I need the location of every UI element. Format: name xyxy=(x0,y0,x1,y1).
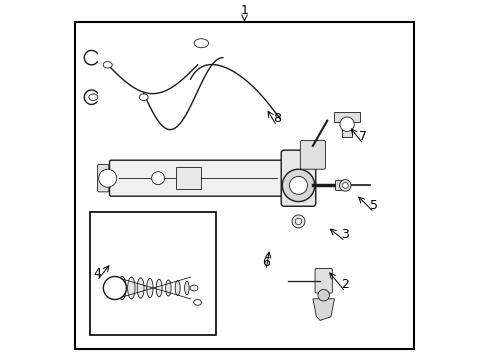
Ellipse shape xyxy=(103,62,112,68)
Ellipse shape xyxy=(190,285,198,291)
Circle shape xyxy=(289,176,307,194)
Ellipse shape xyxy=(165,280,171,296)
Text: 4: 4 xyxy=(93,267,101,280)
Ellipse shape xyxy=(156,279,162,297)
Ellipse shape xyxy=(127,277,135,299)
Ellipse shape xyxy=(146,279,153,297)
Text: 3: 3 xyxy=(341,228,348,240)
FancyBboxPatch shape xyxy=(300,140,325,169)
FancyBboxPatch shape xyxy=(335,180,344,190)
Ellipse shape xyxy=(194,39,208,48)
Circle shape xyxy=(342,183,347,188)
Circle shape xyxy=(339,180,350,191)
Ellipse shape xyxy=(184,282,189,294)
Polygon shape xyxy=(312,299,334,320)
Ellipse shape xyxy=(139,94,148,100)
Circle shape xyxy=(291,215,305,228)
Circle shape xyxy=(151,172,164,185)
Circle shape xyxy=(99,169,117,187)
FancyBboxPatch shape xyxy=(281,150,315,206)
Ellipse shape xyxy=(193,300,201,305)
Text: 7: 7 xyxy=(359,130,366,143)
Bar xyxy=(176,167,201,189)
Text: 8: 8 xyxy=(272,112,280,125)
Circle shape xyxy=(295,218,301,225)
Circle shape xyxy=(317,289,329,301)
Bar xyxy=(89,212,215,335)
FancyBboxPatch shape xyxy=(109,160,285,196)
Ellipse shape xyxy=(175,281,180,295)
Text: 5: 5 xyxy=(369,199,377,212)
Polygon shape xyxy=(334,112,359,137)
Circle shape xyxy=(339,117,354,131)
Text: 2: 2 xyxy=(341,278,348,291)
FancyBboxPatch shape xyxy=(98,165,108,192)
Text: 1: 1 xyxy=(240,4,248,17)
Ellipse shape xyxy=(137,278,144,298)
Ellipse shape xyxy=(89,94,98,100)
Circle shape xyxy=(282,169,314,202)
Text: 6: 6 xyxy=(262,256,269,269)
FancyBboxPatch shape xyxy=(314,269,332,293)
Circle shape xyxy=(103,276,126,300)
Ellipse shape xyxy=(118,276,126,300)
